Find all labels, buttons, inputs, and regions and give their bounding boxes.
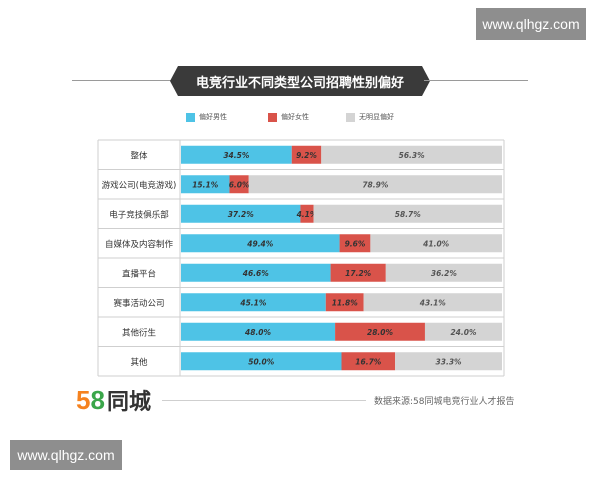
category-label: 整体 <box>130 150 148 161</box>
data-label: 17.2% <box>345 269 372 278</box>
bar-segment <box>321 145 502 164</box>
data-label: 37.2% <box>228 210 255 219</box>
category-label: 赛事活动公司 <box>113 298 164 309</box>
bar-segment <box>300 204 314 223</box>
legend-item: 无明显偏好 <box>346 112 394 122</box>
bar-segment <box>181 352 342 371</box>
bar-segment <box>229 175 249 194</box>
data-label: 58.7% <box>395 210 422 219</box>
bar-segment <box>181 322 336 341</box>
bar-segment <box>325 293 364 312</box>
data-label: 11.8% <box>332 298 359 307</box>
data-label: 48.0% <box>245 328 272 337</box>
data-label: 4.1% <box>297 210 318 219</box>
category-label: 其他 <box>130 357 148 368</box>
data-label: 46.6% <box>243 269 270 278</box>
bar-segment <box>181 293 326 312</box>
data-label: 15.1% <box>192 180 219 189</box>
data-label: 6.0% <box>229 180 250 189</box>
data-label: 16.7% <box>355 357 382 366</box>
category-label: 电子竞技俱乐部 <box>109 209 169 220</box>
data-label: 56.3% <box>399 151 426 160</box>
logo-text: 同城 <box>106 390 151 415</box>
bar-segment <box>313 204 502 223</box>
data-label: 78.9% <box>362 180 389 189</box>
data-source: 数据来源:58同城电竞行业人才报告 <box>374 397 515 407</box>
title-divider-right <box>424 80 528 81</box>
legend-item: 偏好男性 <box>186 112 227 122</box>
bar-segment <box>424 322 502 341</box>
legend-swatch <box>268 112 277 122</box>
data-label: 49.4% <box>247 239 274 248</box>
legend-label: 无明显偏好 <box>359 113 394 121</box>
legend-label: 偏好女性 <box>281 113 309 121</box>
bar-segment <box>339 234 371 253</box>
watermark-top: www.qlhgz.com <box>476 8 586 40</box>
logo-number-5: 5 <box>76 385 91 415</box>
bar-segment <box>248 175 502 194</box>
brand-logo: 5 8 同城 <box>76 384 151 415</box>
bar-segment <box>363 293 502 312</box>
bar-segment <box>385 263 502 282</box>
watermark-bottom: www.qlhgz.com <box>10 440 122 470</box>
watermark-text: www.qlhgz.com <box>17 447 115 463</box>
bar-segment <box>181 175 230 194</box>
bar-segment <box>395 352 502 371</box>
chart-legend: 偏好男性 偏好女性 无明显偏好 <box>0 112 600 126</box>
data-label: 9.6% <box>345 239 366 248</box>
title-divider-left <box>72 80 176 81</box>
data-label: 28.0% <box>367 328 394 337</box>
bar-segment <box>370 234 502 253</box>
bar-segment <box>330 263 386 282</box>
bar-segment <box>181 263 331 282</box>
bar-segment <box>335 322 425 341</box>
data-label: 24.0% <box>450 328 477 337</box>
category-label: 直播平台 <box>122 268 156 279</box>
bar-segment <box>181 145 292 164</box>
chart-title: 电竞行业不同类型公司招聘性别偏好 <box>170 66 430 96</box>
bar-segment <box>341 352 396 371</box>
data-label: 50.0% <box>248 357 275 366</box>
data-label: 45.1% <box>240 298 267 307</box>
bar-segment <box>181 234 340 253</box>
category-label: 其他衍生 <box>122 327 157 338</box>
bar-segment <box>291 145 322 164</box>
category-label: 游戏公司(电竞游戏) <box>102 180 177 191</box>
data-label: 33.3% <box>436 357 463 366</box>
legend-label: 偏好男性 <box>199 113 227 121</box>
data-label: 34.5% <box>223 151 250 160</box>
data-label: 9.2% <box>296 151 317 160</box>
watermark-text: www.qlhgz.com <box>482 16 580 32</box>
data-label: 41.0% <box>423 239 450 248</box>
data-label: 36.2% <box>431 269 458 278</box>
legend-item: 偏好女性 <box>268 112 309 122</box>
footer-divider <box>162 400 366 401</box>
category-label: 自媒体及内容制作 <box>105 239 174 250</box>
legend-swatch <box>346 112 355 122</box>
bar-segment <box>181 204 301 223</box>
data-label: 43.1% <box>420 298 447 307</box>
legend-swatch <box>186 112 195 122</box>
chart-title-banner: 电竞行业不同类型公司招聘性别偏好 <box>0 66 600 96</box>
logo-number-8: 8 <box>90 385 105 415</box>
